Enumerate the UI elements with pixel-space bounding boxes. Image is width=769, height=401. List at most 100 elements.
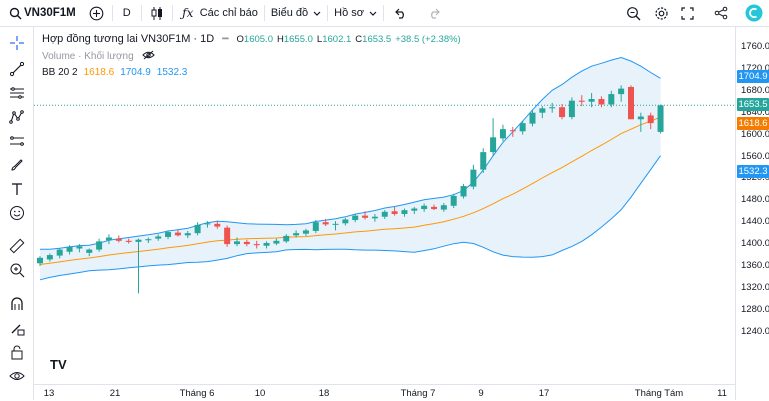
undo-icon (392, 4, 410, 22)
candle-body (559, 107, 566, 118)
chart-type-dropdown[interactable]: Biểu đồ (265, 0, 327, 26)
fullscreen-icon (678, 4, 696, 22)
candle (539, 106, 546, 119)
gear-icon (652, 4, 670, 22)
visibility-tool[interactable] (8, 367, 26, 385)
candle-body (352, 215, 359, 221)
candle-body (401, 210, 408, 214)
candle (499, 124, 506, 142)
zoom-tool[interactable] (8, 261, 26, 279)
bollinger-basis-line (39, 116, 661, 265)
price-axis[interactable]: 1760.0 1720.0 1680.0 1640.0 1600.0 1560.0 1520… (735, 27, 769, 400)
candle-body (608, 94, 615, 105)
candle (529, 109, 536, 127)
candle-body (273, 240, 280, 244)
ohlc-change: +38.5 (+2.38%) (395, 33, 461, 45)
crosshair-tool[interactable] (8, 34, 26, 52)
candle-body (529, 112, 536, 124)
brush-icon (11, 159, 23, 171)
interval-button[interactable]: D (113, 0, 141, 26)
share-button[interactable] (712, 0, 730, 26)
candle-body (637, 116, 644, 120)
candle (628, 85, 634, 120)
candle (273, 238, 280, 246)
candle-body (460, 186, 467, 197)
candle-body (490, 137, 497, 153)
brush-tool[interactable] (8, 156, 26, 174)
emoji-tool[interactable] (8, 204, 26, 222)
bollinger-upper-line (39, 56, 661, 250)
price-chart[interactable]: TV (34, 27, 735, 384)
candle (421, 203, 428, 212)
redo-button[interactable] (418, 0, 452, 26)
candle-body (46, 255, 53, 260)
indicators-label: Các chỉ báo (199, 7, 258, 19)
ruler-tool[interactable] (8, 237, 26, 255)
candle-body (165, 232, 172, 237)
candle (588, 92, 595, 108)
top-toolbar: VN30F1M D ƒx Các chỉ báo Biểu đồ Hồ sơ (0, 0, 769, 27)
candle-body (618, 88, 625, 95)
price-tick-label: 1280.0 (741, 303, 769, 315)
toolbar-divider (263, 5, 265, 21)
eye-hidden-icon[interactable] (141, 50, 155, 63)
eye-icon (9, 372, 25, 380)
candle-body (135, 239, 142, 242)
candle (362, 211, 369, 220)
logo-icon (745, 4, 763, 22)
symbol-search[interactable]: VN30F1M (0, 0, 82, 26)
profile-label: Hồ sơ (334, 7, 364, 19)
fullscreen-button[interactable] (678, 0, 696, 26)
indicators-button[interactable]: ƒx Các chỉ báo (173, 0, 264, 26)
prediction-tool[interactable] (8, 132, 26, 150)
ruler-icon (9, 238, 25, 254)
trend-line-tool[interactable] (8, 60, 26, 78)
more-icon[interactable]: ━ (222, 33, 229, 45)
candle (322, 218, 329, 227)
candle-body (657, 105, 664, 132)
text-tool[interactable] (8, 180, 26, 198)
candle (46, 253, 53, 262)
magnet-tool[interactable] (8, 295, 26, 313)
candle-body (66, 246, 73, 252)
candle-body (204, 223, 211, 225)
settings-button[interactable] (652, 0, 670, 26)
bb-lower-price-tag: 1532.3 (737, 164, 769, 178)
candle (381, 210, 388, 219)
candle-body (391, 211, 398, 214)
price-tick-label: 1760.0 (741, 41, 769, 52)
price-tick-label: 1480.0 (741, 194, 769, 206)
lock-tool[interactable] (8, 343, 26, 361)
bb-label: BB 20 2 (42, 67, 78, 78)
ohlc-low-label: L (316, 33, 323, 45)
chart-style-button[interactable] (142, 0, 172, 26)
candle-body (342, 219, 349, 224)
candle-body (263, 243, 270, 246)
candle (598, 96, 605, 108)
time-tick-label: Tháng Tám (634, 388, 684, 399)
candle (56, 247, 63, 259)
compare-button[interactable] (82, 0, 112, 26)
candle-body (115, 238, 122, 241)
pattern-tool[interactable] (8, 108, 26, 126)
toolbar-divider (111, 5, 113, 21)
quick-search-button[interactable] (624, 0, 642, 26)
candle (549, 102, 556, 113)
candle (450, 193, 457, 208)
share-icon (712, 4, 730, 22)
candle (293, 230, 300, 238)
candle (509, 126, 516, 137)
candle-body (253, 244, 260, 246)
undo-button[interactable] (384, 0, 418, 26)
lock-drawings-tool[interactable] (8, 319, 26, 337)
candle (460, 183, 467, 199)
instrument-name: Hợp đồng tương lai VN30F1M · 1D (42, 33, 215, 45)
horizontal-lines-tool[interactable] (8, 84, 26, 102)
profile-dropdown[interactable]: Hồ sơ (328, 0, 383, 26)
candle-body (283, 235, 290, 242)
time-axis[interactable]: 13 21 Tháng 6 10 18 Tháng 7 9 17 Tháng Tám 11 (34, 384, 735, 401)
volume-label: Volume · Khối lượng (42, 51, 134, 62)
candle-body (86, 249, 93, 253)
interval-label: D (122, 7, 131, 19)
candle (302, 228, 309, 236)
